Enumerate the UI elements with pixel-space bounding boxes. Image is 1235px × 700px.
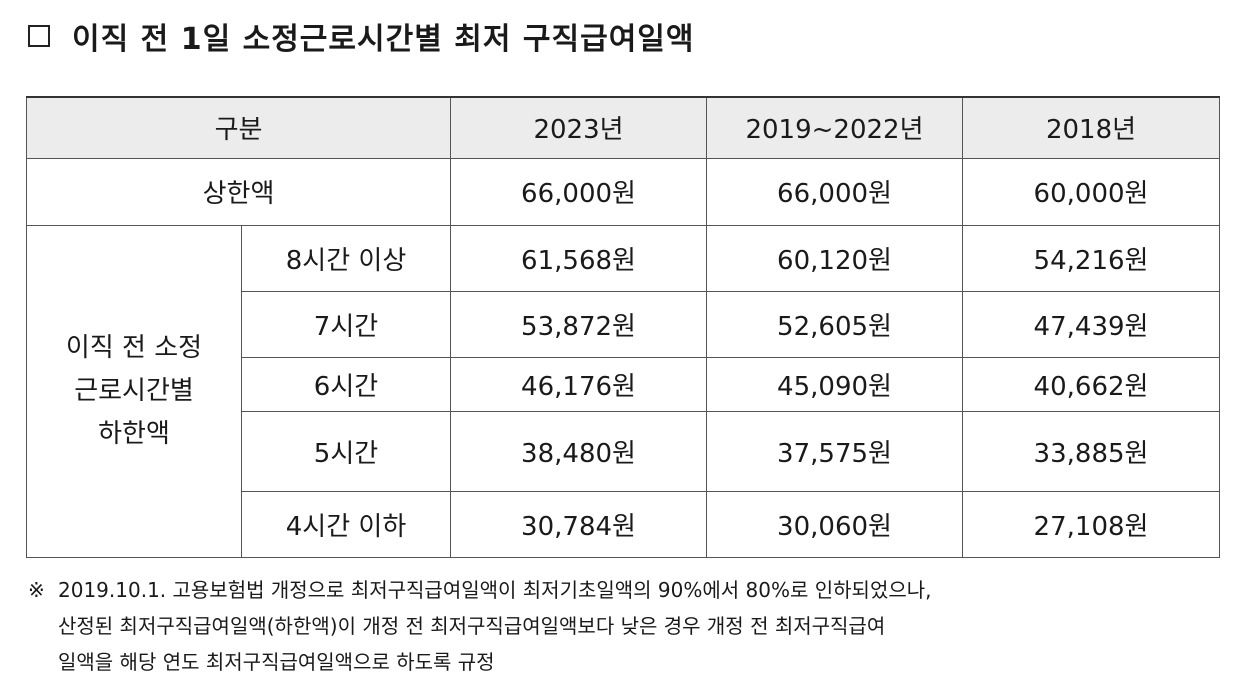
footnote-line: 일액을 해당 연도 최저구직급여일액으로 하도록 규정 <box>58 650 495 674</box>
page-title: 이직 전 1일 소정근로시간별 최저 구직급여일액 <box>28 14 695 58</box>
table-cell: 40,662원 <box>962 356 1220 412</box>
table-cell: 54,216원 <box>962 224 1220 292</box>
table-cell: 66,000원 <box>450 157 707 226</box>
page-title-text: 이직 전 1일 소정근로시간별 최저 구직급여일액 <box>72 22 695 57</box>
hours-label: 7시간 <box>241 290 451 358</box>
header-year-2019-2022: 2019~2022년 <box>706 96 963 159</box>
header-year-2018: 2018년 <box>962 96 1220 159</box>
table-row-upper-limit: 상한액 66,000원 66,000원 60,000원 <box>26 157 1220 226</box>
upper-limit-label: 상한액 <box>26 157 451 226</box>
table-cell: 66,000원 <box>706 157 963 226</box>
footnote: ※ 2019.10.1. 고용보험법 개정으로 최저구직급여일액이 최저기초일액의… <box>28 572 1218 680</box>
footnote-line: 산정된 최저구직급여일액(하한액)이 개정 전 최저구직급여일액보다 낮은 경우… <box>58 614 886 638</box>
table-cell: 45,090원 <box>706 356 963 412</box>
footnote-line: ※ 2019.10.1. 고용보험법 개정으로 최저구직급여일액이 최저기초일액의… <box>28 572 1218 608</box>
table-cell: 37,575원 <box>706 410 963 492</box>
table-cell: 60,000원 <box>962 157 1220 226</box>
table-cell: 52,605원 <box>706 290 963 358</box>
table-cell: 38,480원 <box>450 410 707 492</box>
table-cell: 33,885원 <box>962 410 1220 492</box>
table-cell: 47,439원 <box>962 290 1220 358</box>
footnote-text: 2019.10.1. 고용보험법 개정으로 최저구직급여일액이 최저기초일액의 … <box>58 578 932 602</box>
header-category: 구분 <box>26 96 451 159</box>
table-cell: 30,784원 <box>450 490 707 558</box>
minimum-benefit-table: 구분 2023년 2019~2022년 2018년 상한액 66,000원 66… <box>26 96 1220 558</box>
reference-mark-icon: ※ <box>28 578 45 602</box>
table-cell: 27,108원 <box>962 490 1220 558</box>
table-row: 4시간 이하 30,784원 30,060원 27,108원 <box>27 490 1220 558</box>
hours-label: 6시간 <box>241 356 451 412</box>
table-row: 5시간 38,480원 37,575원 33,885원 <box>27 410 1220 492</box>
group-label-line: 근로시간별 <box>74 375 194 406</box>
group-label-line: 이직 전 소정 <box>65 332 203 363</box>
table-cell: 61,568원 <box>450 224 707 292</box>
lower-limit-group-label: 이직 전 소정 근로시간별 하한액 <box>26 224 242 558</box>
table-cell: 30,060원 <box>706 490 963 558</box>
hours-label: 4시간 이하 <box>241 490 451 558</box>
group-label-line: 하한액 <box>98 418 170 449</box>
table-cell: 53,872원 <box>450 290 707 358</box>
table-cell: 46,176원 <box>450 356 707 412</box>
hours-label: 5시간 <box>241 410 451 492</box>
table-cell: 60,120원 <box>706 224 963 292</box>
table-row: 이직 전 소정 근로시간별 하한액 8시간 이상 61,568원 60,120원… <box>26 224 1220 558</box>
table-header-row: 구분 2023년 2019~2022년 2018년 <box>26 96 1220 159</box>
header-year-2023: 2023년 <box>450 96 707 159</box>
hours-label: 8시간 이상 <box>241 224 451 292</box>
checkbox-square-icon <box>28 25 50 47</box>
